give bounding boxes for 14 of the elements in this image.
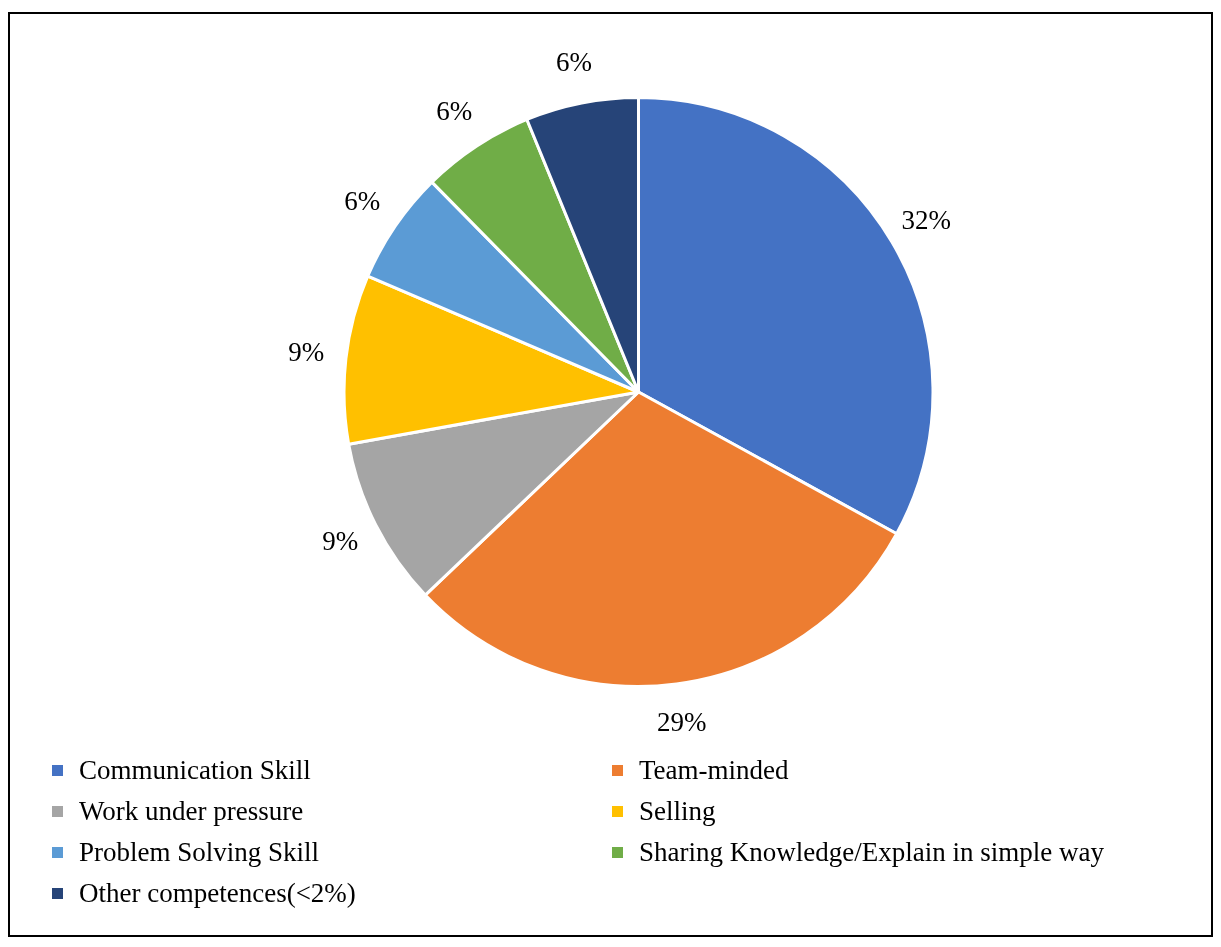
data-label: 6% [436, 95, 473, 126]
data-label: 9% [322, 526, 359, 557]
legend-label: Other competences(<2%) [79, 878, 356, 909]
data-label: 32% [901, 204, 952, 235]
data-label: 9% [288, 337, 325, 368]
legend-label: Problem Solving Skill [79, 837, 320, 868]
legend-label: Selling [639, 796, 716, 827]
legend-label: Communication Skill [79, 755, 311, 786]
data-label: 6% [344, 186, 381, 217]
legend-label: Sharing Knowledge/Explain in simple way [639, 837, 1104, 868]
data-label: 29% [656, 706, 707, 737]
legend-label: Team-minded [639, 755, 789, 786]
legend-label: Work under pressure [79, 796, 304, 827]
data-label: 6% [555, 46, 592, 77]
